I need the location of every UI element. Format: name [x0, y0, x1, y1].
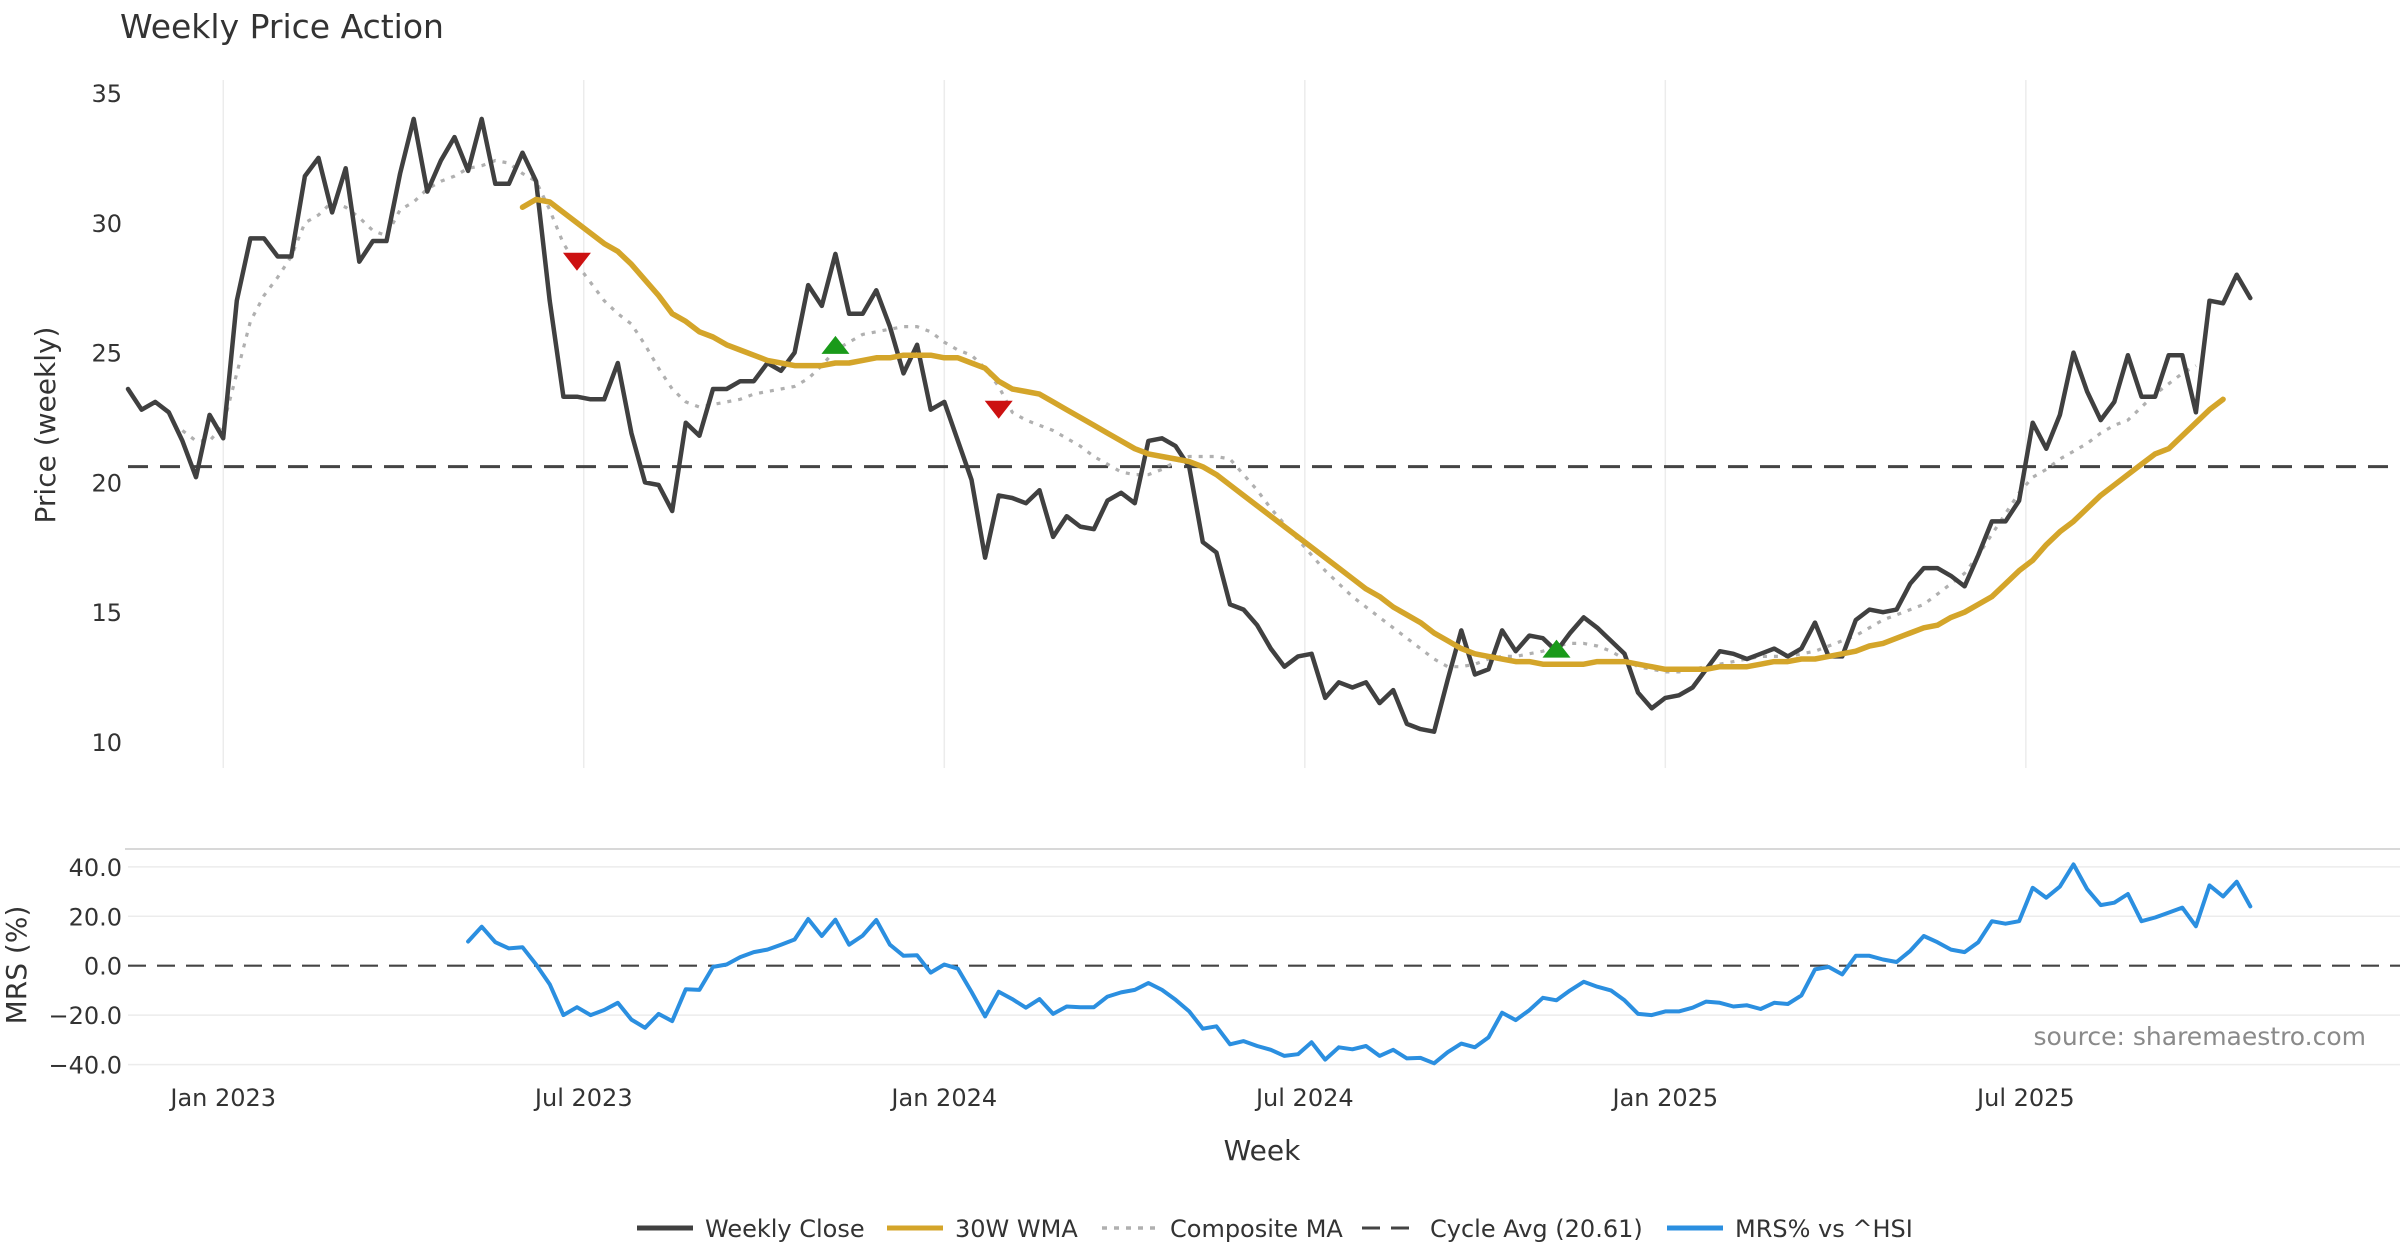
mrs-y-tick-label: −20.0 — [48, 1002, 122, 1030]
series-mrs-vs-hsi-line — [466, 862, 2253, 1066]
mrs-y-tick-label: 40.0 — [69, 854, 122, 882]
series-layer — [125, 116, 2253, 1066]
mrs-y-ticks: −40.0 −20.0 0.0 20.0 40.0 — [48, 854, 122, 1080]
x-ticks: Jan 2023 Jul 2023 Jan 2024 Jul 2024 Jan 2025… — [168, 1084, 2074, 1112]
source-note: source: sharemaestro.com — [2034, 1022, 2367, 1051]
x-tick-label: Jul 2023 — [533, 1084, 633, 1112]
legend-label: MRS% vs ^HSI — [1735, 1215, 1913, 1243]
sell-signal-marker — [984, 400, 1013, 419]
legend-label: 30W WMA — [955, 1215, 1078, 1243]
legend: Weekly Close 30W WMA Composite MA Cycle Avg… — [637, 1215, 1913, 1243]
x-tick-label: Jan 2024 — [889, 1084, 997, 1112]
legend-label: Weekly Close — [705, 1215, 865, 1243]
x-tick-label: Jan 2023 — [168, 1084, 276, 1112]
legend-label: Cycle Avg (20.61) — [1430, 1215, 1643, 1243]
price-y-tick-label: 15 — [91, 599, 122, 627]
x-tick-label: Jul 2024 — [1254, 1084, 1354, 1112]
x-tick-label: Jan 2025 — [1610, 1084, 1718, 1112]
price-y-ticks: 10 15 20 25 30 35 — [91, 80, 122, 757]
series-30w-wma-line — [519, 196, 2226, 673]
mrs-y-tick-label: 0.0 — [84, 953, 122, 981]
buy-signal-marker — [821, 335, 850, 354]
buy-signal-marker — [1542, 639, 1571, 658]
price-gridlines — [222, 80, 2027, 768]
mrs-y-tick-label: 20.0 — [69, 903, 122, 931]
series-composite-ma-line — [181, 158, 2197, 674]
legend-label: Composite MA — [1170, 1215, 1343, 1243]
mrs-y-tick-label: −40.0 — [48, 1052, 122, 1080]
x-axis-title: Week — [1224, 1134, 1301, 1167]
x-tick-label: Jul 2025 — [1975, 1084, 2075, 1112]
mrs-y-axis-title: MRS (%) — [0, 906, 33, 1025]
price-y-tick-label: 25 — [91, 340, 122, 368]
price-y-tick-label: 10 — [91, 729, 122, 757]
signal-markers — [562, 252, 1571, 658]
series-weekly-close-line — [125, 116, 2253, 734]
price-y-axis-title: Price (weekly) — [29, 327, 62, 524]
price-y-tick-label: 20 — [91, 469, 122, 497]
price-y-tick-label: 35 — [91, 80, 122, 108]
chart-title: Weekly Price Action — [120, 7, 444, 46]
price-y-tick-label: 30 — [91, 210, 122, 238]
sell-signal-marker — [562, 252, 591, 271]
